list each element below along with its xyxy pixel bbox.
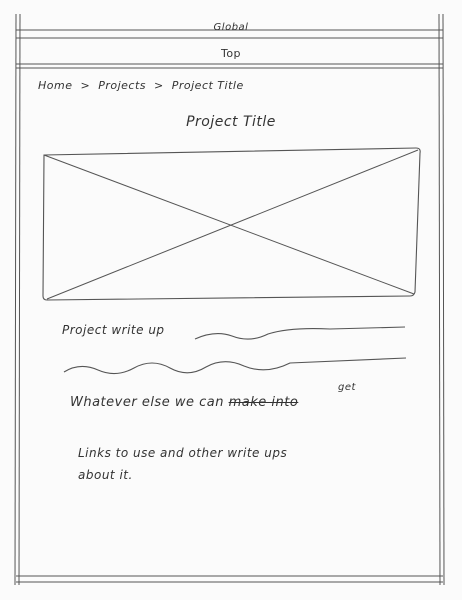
frame-left-inner — [18, 13, 21, 586]
frame-left-outer — [14, 13, 17, 586]
whatever-else-text: Whatever else we can make into — [70, 395, 298, 410]
breadcrumb-separator: > — [80, 79, 91, 92]
breadcrumb-projects-link[interactable]: Projects — [98, 79, 147, 92]
breadcrumb-home-link[interactable]: Home — [38, 79, 73, 92]
writeup-squiggle-1 — [194, 326, 406, 340]
page-title: Project Title — [186, 114, 276, 130]
frame-right-outer — [442, 13, 445, 586]
project-writeup-label: Project write up — [62, 323, 165, 337]
frame-right-inner — [438, 13, 441, 586]
top-nav-label[interactable]: Top — [220, 47, 242, 60]
global-nav-label[interactable]: Global — [213, 22, 249, 33]
breadcrumb-current: Project Title — [171, 79, 244, 92]
writeup-squiggle-2 — [63, 357, 407, 375]
links-line-1: Links to use and other write ups — [78, 446, 288, 460]
image-placeholder-diag-1 — [43, 154, 415, 295]
image-placeholder-frame — [42, 147, 421, 301]
whatever-inserted-text: get — [338, 382, 356, 393]
whatever-struck-text: make into — [228, 395, 299, 410]
links-text: Links to use and other write ups about i… — [78, 442, 287, 486]
image-placeholder-diag-2 — [46, 149, 419, 300]
breadcrumb: Home > Projects > Project Title — [38, 79, 248, 92]
links-line-2: about it. — [78, 468, 133, 482]
whatever-prefix: Whatever else we can — [70, 395, 224, 410]
breadcrumb-separator: > — [154, 79, 164, 92]
